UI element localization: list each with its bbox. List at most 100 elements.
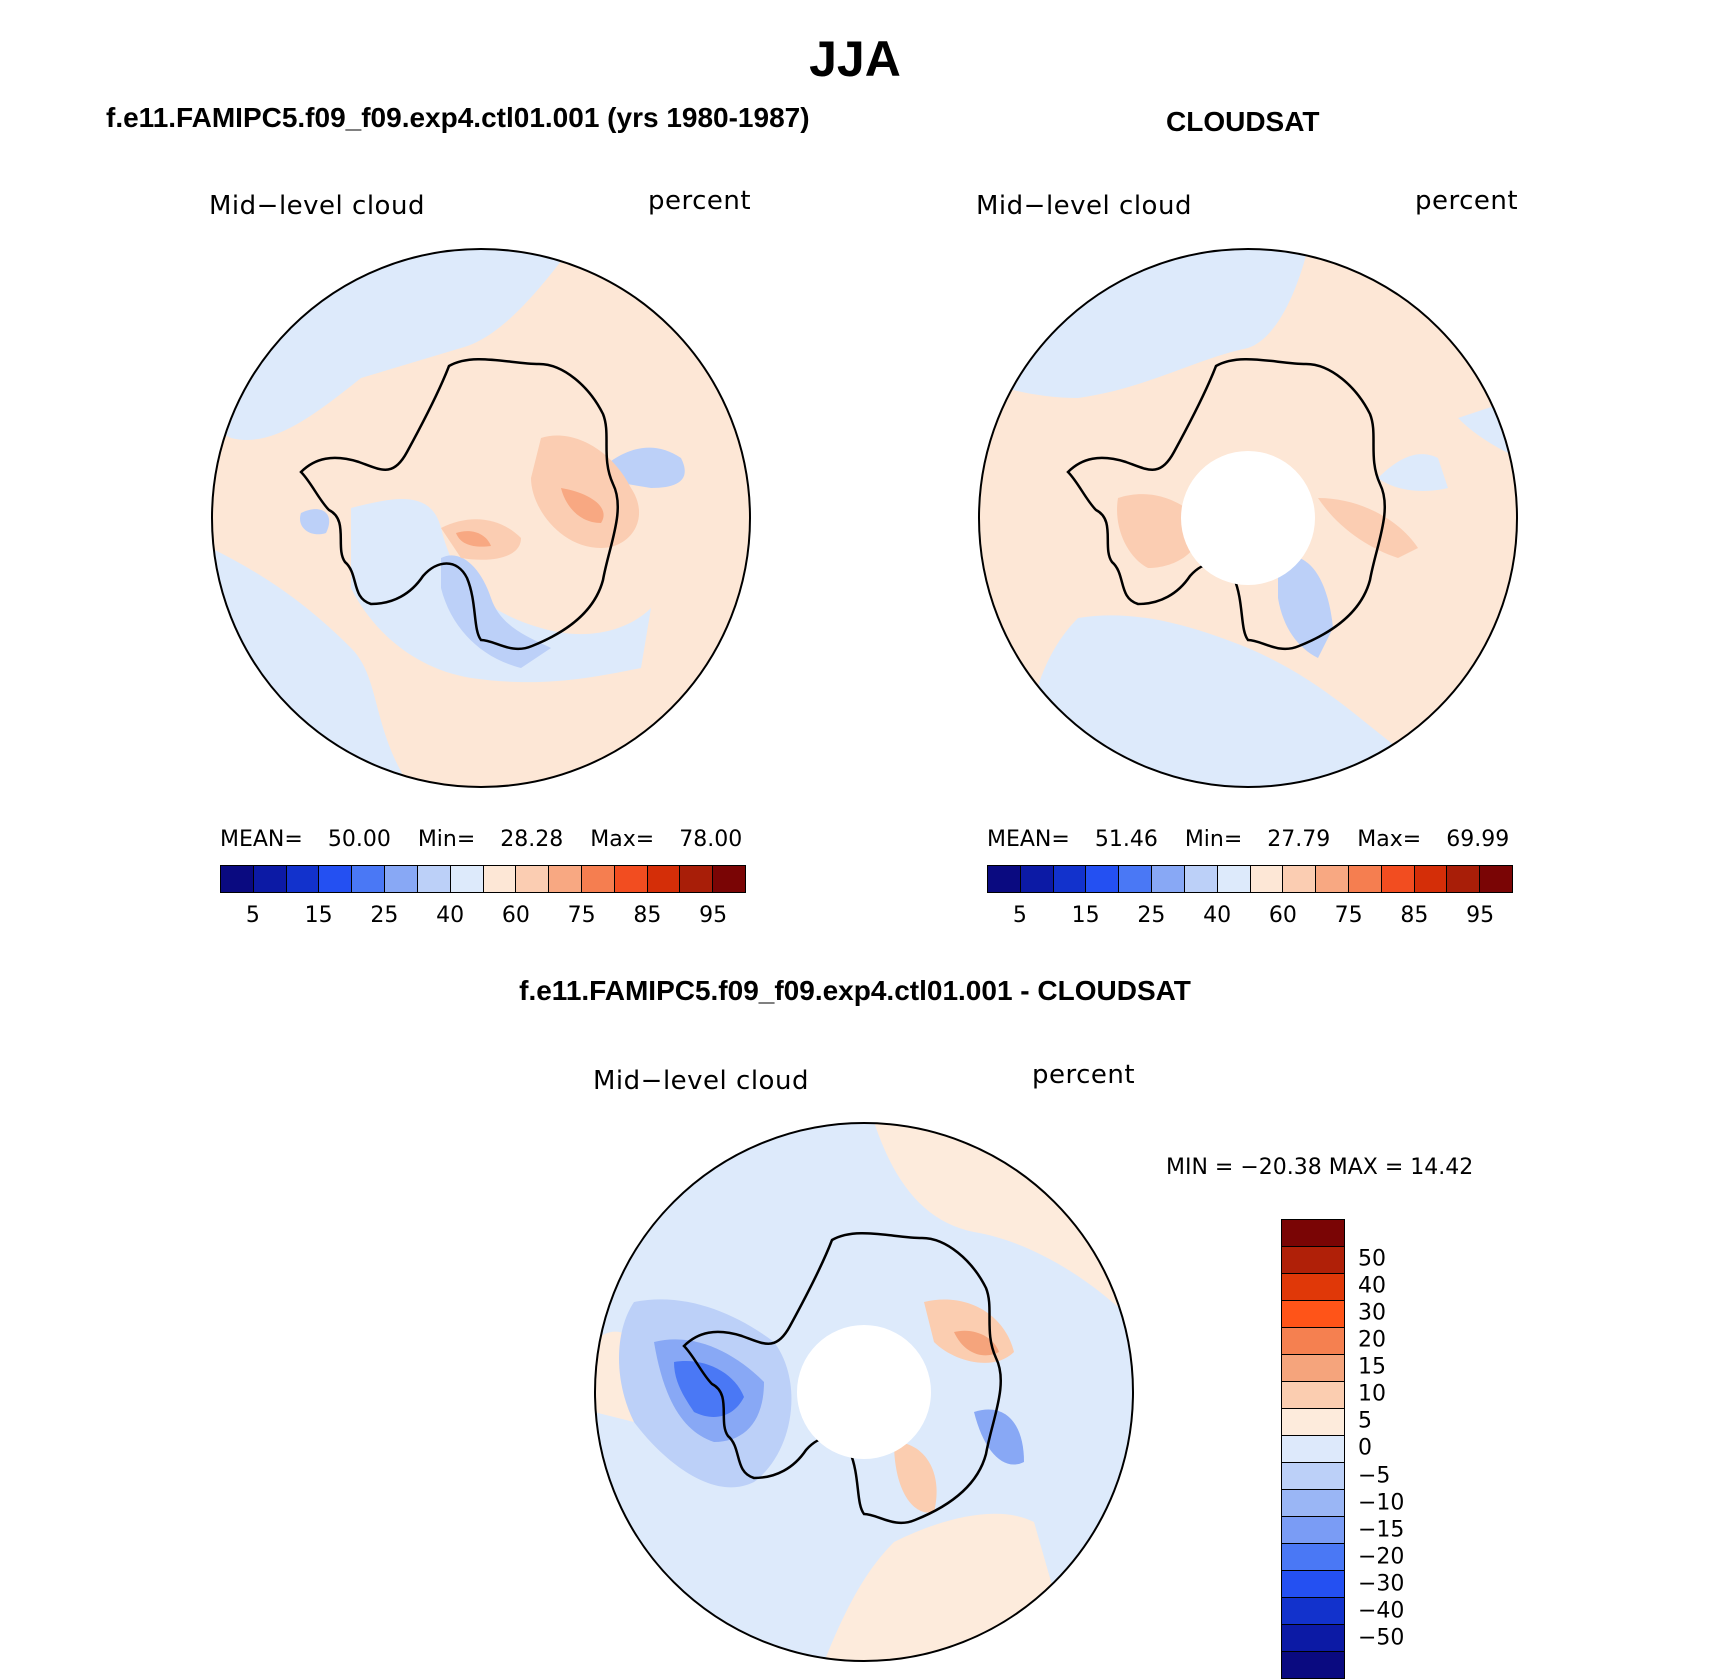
left-mean-value: 50.00 (327, 827, 391, 852)
right-colorbar-swatch (1348, 866, 1382, 892)
right-map-region-lower (1278, 556, 1333, 658)
difference-colorbar-tick-label: 0 (1358, 1435, 1372, 1461)
left-map-region-higher (456, 531, 491, 547)
left-colorbar-ticks: 5 15 25 40 60 75 85 95 (220, 903, 744, 929)
difference-colorbar-swatch (1282, 1652, 1344, 1678)
right-colorbar (987, 865, 1513, 893)
difference-colorbar-ticks: 50 40 30 20 15 10 5 0 −5 −10 −15 −20 −30 −40 −50 (1352, 1219, 1432, 1662)
difference-colorbar-swatch (1282, 1301, 1344, 1328)
difference-colorbar-swatch (1282, 1220, 1344, 1247)
difference-colorbar-swatch (1282, 1247, 1344, 1274)
right-map-boundary (978, 248, 1518, 788)
left-colorbar-tick-label: 5 (245, 903, 260, 928)
bottom-map-region-neg-strong (974, 1409, 1024, 1465)
left-colorbar-swatch (680, 866, 714, 892)
difference-colorbar-tick-label: −15 (1358, 1517, 1405, 1543)
left-colorbar-swatch (417, 866, 451, 892)
right-colorbar-swatch (1119, 866, 1153, 892)
difference-colorbar-swatch (1282, 1571, 1344, 1598)
left-colorbar-swatch (221, 866, 254, 892)
right-colorbar-swatch (1480, 866, 1512, 892)
right-map-region-high (1318, 498, 1418, 558)
difference-colorbar-swatch (1282, 1382, 1344, 1409)
left-map-region-low (351, 499, 651, 683)
difference-colorbar-swatch (1282, 1544, 1344, 1571)
left-colorbar-tick-label: 25 (370, 903, 399, 928)
left-colorbar-swatch (614, 866, 648, 892)
left-variable-label: Mid−level cloud (209, 191, 425, 221)
left-colorbar-swatch (319, 866, 353, 892)
right-colorbar-swatch (1447, 866, 1481, 892)
difference-colorbar-swatch (1282, 1274, 1344, 1301)
left-colorbar-tick-label: 75 (567, 903, 596, 928)
left-units-label: percent (648, 186, 752, 216)
left-colorbar-swatch (253, 866, 287, 892)
difference-colorbar-swatch (1282, 1436, 1344, 1463)
left-min-value: 28.28 (500, 827, 564, 852)
difference-colorbar-swatch (1282, 1463, 1344, 1490)
difference-colorbar-tick-label: 30 (1358, 1300, 1386, 1326)
difference-colorbar-tick-label: −5 (1358, 1463, 1391, 1489)
right-min-label: Min= (1184, 827, 1243, 852)
difference-colorbar-tick-label: −50 (1358, 1625, 1405, 1651)
bottom-map-region-neg-stronger (674, 1361, 744, 1417)
left-colorbar-swatch (385, 866, 418, 892)
right-colorbar-swatch (1381, 866, 1415, 892)
left-colorbar-tick-label: 85 (633, 903, 662, 928)
right-mean-value: 51.46 (1094, 827, 1158, 852)
right-colorbar-swatch (1250, 866, 1284, 892)
left-map-region-lower (300, 509, 330, 535)
bottom-variable-label: Mid−level cloud (593, 1066, 809, 1096)
left-map-coastline (299, 357, 620, 651)
left-colorbar-swatch (450, 866, 484, 892)
right-colorbar-swatch (1152, 866, 1185, 892)
difference-colorbar-swatch (1282, 1517, 1344, 1544)
right-colorbar-swatch (1283, 866, 1317, 892)
difference-colorbar (1281, 1219, 1345, 1679)
left-colorbar-swatch (286, 866, 320, 892)
right-mean-label: MEAN= (987, 827, 1070, 852)
difference-colorbar-swatch (1282, 1598, 1344, 1625)
right-colorbar-tick-label: 60 (1268, 903, 1297, 928)
right-polar-map (978, 248, 1518, 788)
difference-colorbar-swatch (1282, 1490, 1344, 1517)
left-colorbar-swatch (581, 866, 615, 892)
left-mean-label: MEAN= (220, 827, 303, 852)
left-colorbar-tick-label: 95 (699, 903, 728, 928)
right-map-region-low (1030, 615, 1398, 787)
bottom-units-label: percent (1032, 1060, 1136, 1090)
right-colorbar-tick-label: 40 (1203, 903, 1232, 928)
left-panel-title: f.e11.FAMIPC5.f09_f09.exp4.ctl01.001 (yr… (106, 102, 810, 133)
right-colorbar-swatch (1414, 866, 1448, 892)
right-colorbar-ticks: 5 15 25 40 60 75 85 95 (987, 903, 1511, 929)
difference-colorbar-tick-label: −10 (1358, 1490, 1405, 1516)
difference-colorbar-tick-label: −20 (1358, 1544, 1405, 1570)
right-map-region-low (1378, 454, 1448, 491)
left-colorbar-tick-label: 15 (304, 903, 333, 928)
right-units-label: percent (1415, 186, 1519, 216)
left-min-label: Min= (417, 827, 476, 852)
right-panel-title: CLOUDSAT (1166, 106, 1320, 137)
bottom-map-region-pos-stronger (954, 1330, 999, 1356)
left-colorbar-tick-label: 40 (436, 903, 465, 928)
difference-colorbar-tick-label: 15 (1358, 1354, 1386, 1380)
difference-colorbar-tick-label: 50 (1358, 1246, 1386, 1272)
left-map-region-high (531, 435, 640, 548)
right-colorbar-tick-label: 95 (1466, 903, 1495, 928)
left-colorbar-swatch (483, 866, 517, 892)
difference-colorbar-tick-label: 10 (1358, 1381, 1386, 1407)
right-colorbar-tick-label: 15 (1071, 903, 1100, 928)
difference-colorbar-tick-label: 40 (1358, 1273, 1386, 1299)
difference-colorbar-tick-label: 5 (1358, 1408, 1372, 1434)
right-variable-label: Mid−level cloud (976, 191, 1192, 221)
left-map-boundary (211, 248, 751, 788)
right-stats: MEAN= 51.46 Min= 27.79 Max= 69.99 (987, 827, 1509, 852)
difference-colorbar-tick-label: 20 (1358, 1327, 1386, 1353)
right-colorbar-swatch (988, 866, 1021, 892)
left-max-label: Max= (590, 827, 655, 852)
right-colorbar-swatch (1184, 866, 1218, 892)
right-colorbar-tick-label: 5 (1012, 903, 1027, 928)
bottom-panel-title: f.e11.FAMIPC5.f09_f09.exp4.ctl01.001 - C… (519, 975, 1191, 1006)
bottom-polar-map (594, 1122, 1134, 1662)
right-colorbar-swatch (1086, 866, 1120, 892)
